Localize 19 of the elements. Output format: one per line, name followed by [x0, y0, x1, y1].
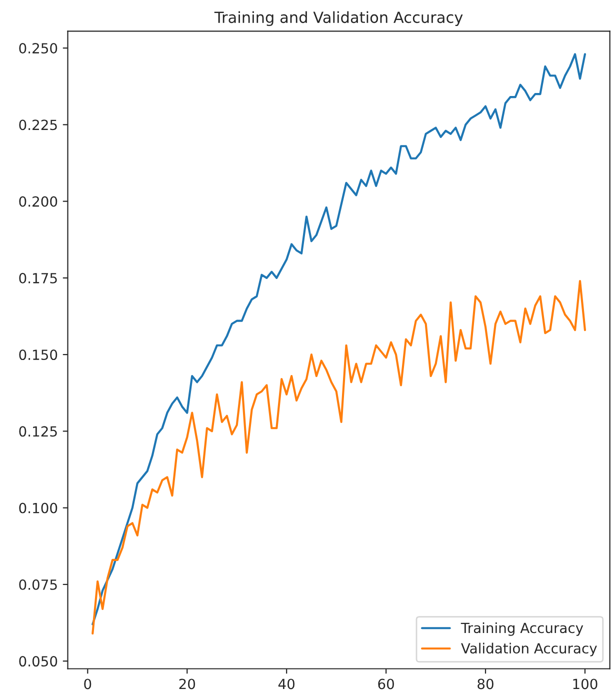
line-series: [92, 280, 586, 635]
y-tick-label: 0.100: [19, 502, 58, 514]
x-tick-label: 40: [278, 678, 294, 690]
x-tick-label: 80: [478, 678, 494, 690]
y-tick-label: 0.250: [19, 43, 58, 54]
chart-title: Training and Validation Accuracy: [214, 11, 463, 26]
x-tick-label: 20: [179, 678, 196, 690]
legend-label: Validation Accuracy: [461, 642, 597, 656]
y-tick-label: 0.200: [19, 196, 58, 207]
y-tick-label: 0.150: [19, 350, 58, 360]
y-tick-label: 0.075: [19, 579, 57, 590]
x-tick-label: 60: [378, 678, 394, 690]
y-tick-label: 0.125: [19, 426, 57, 437]
x-tick-label: 0: [84, 678, 92, 690]
y-tick-label: 0.175: [19, 272, 57, 284]
y-tick-label: 0.225: [19, 120, 57, 130]
legend-label: Training Accuracy: [460, 622, 584, 636]
y-tick-label: 0.050: [19, 656, 58, 667]
x-tick-label: 100: [573, 678, 598, 690]
